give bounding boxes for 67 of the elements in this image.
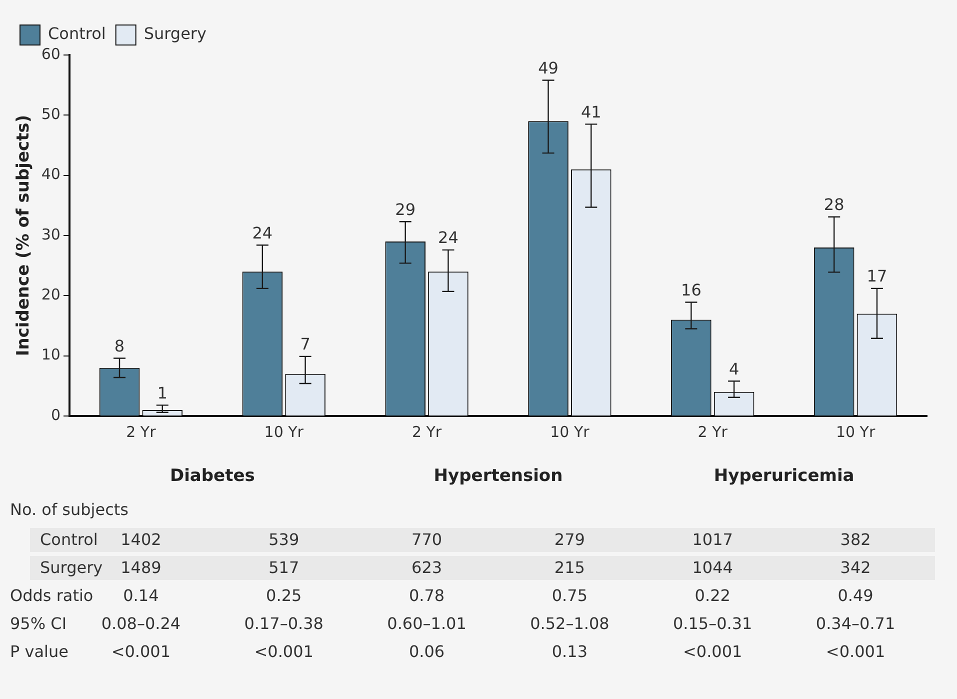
text: Hyperuricemia <box>714 466 854 486</box>
y-axis-title: Incidence (% of subjects) <box>14 114 34 356</box>
text: 95% CI <box>10 614 67 633</box>
y-tick-label: 50 <box>41 105 60 124</box>
text: 0.78 <box>408 586 445 605</box>
text: 539 <box>268 530 300 549</box>
text: <0.001 <box>683 642 742 661</box>
text: 0.52–1.08 <box>530 614 610 633</box>
text: 0.14 <box>123 586 159 605</box>
text: 1044 <box>692 558 733 577</box>
legend-label: Surgery <box>144 24 206 44</box>
text: 1489 <box>120 558 162 577</box>
data-label: 1 <box>157 383 168 402</box>
y-tick-label: 30 <box>41 225 60 244</box>
data-label: 24 <box>438 228 458 248</box>
text: Surgery <box>40 558 103 577</box>
y-tick-label: 60 <box>41 44 60 63</box>
data-label: 24 <box>252 223 273 242</box>
text: 1402 <box>120 530 162 549</box>
text: 0.60–1.01 <box>387 614 466 633</box>
data-label: 4 <box>728 359 740 378</box>
text: 623 <box>412 558 442 577</box>
text: 0.06 <box>408 642 445 661</box>
text: <0.001 <box>826 642 886 661</box>
text: 0.15–0.31 <box>672 614 752 633</box>
text: 517 <box>268 558 300 577</box>
text: Odds ratio <box>10 586 94 605</box>
text: <0.001 <box>254 642 314 661</box>
data-label: 41 <box>580 102 602 122</box>
data-label: 17 <box>866 266 888 286</box>
text: 0.13 <box>552 642 588 661</box>
text: 0.75 <box>552 586 588 605</box>
text: 215 <box>554 558 585 577</box>
x-tick-label: 10 Yr <box>836 422 876 441</box>
x-tick-label: 2 Yr <box>698 422 728 441</box>
data-label: 28 <box>824 195 844 214</box>
legend-label: Control <box>48 24 106 44</box>
y-tick-label: 40 <box>41 165 60 184</box>
data-label: 49 <box>538 58 558 78</box>
text: 0.49 <box>838 586 874 605</box>
text: P value <box>10 642 68 661</box>
y-tick-label: 10 <box>41 346 60 364</box>
text: 342 <box>840 558 871 577</box>
text: No. of subjects <box>10 500 128 519</box>
text: Diabetes <box>170 466 255 486</box>
text: 770 <box>412 530 442 549</box>
data-label: 29 <box>395 200 416 219</box>
data-label: 8 <box>114 336 125 356</box>
text: 0.34–0.71 <box>816 614 896 633</box>
y-tick-label: 20 <box>41 286 60 304</box>
text: 1017 <box>692 530 733 549</box>
text: 0.08–0.24 <box>101 614 181 633</box>
text: 279 <box>554 530 585 549</box>
x-tick-label: 10 Yr <box>264 422 304 441</box>
data-label: 7 <box>300 334 310 354</box>
text: 382 <box>840 530 871 549</box>
x-tick-label: 2 Yr <box>412 422 442 441</box>
text: 0.22 <box>694 586 730 605</box>
text: Hypertension <box>434 466 563 486</box>
text: 0.25 <box>266 586 302 605</box>
x-tick-label: 2 Yr <box>126 422 157 441</box>
y-tick-label: 0 <box>50 406 60 424</box>
x-tick-label: 10 Yr <box>550 422 590 441</box>
text: Control <box>40 530 98 549</box>
text: <0.001 <box>111 642 171 661</box>
data-label: 16 <box>681 280 702 300</box>
text: 0.17–0.38 <box>244 614 324 633</box>
